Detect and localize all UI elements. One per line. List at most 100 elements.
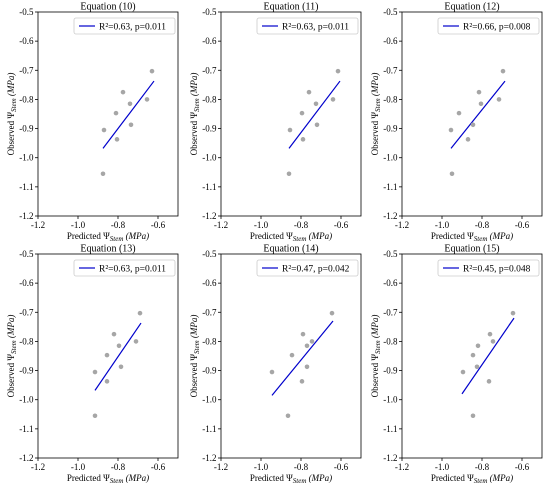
y-axis-label-subscript: Stem — [10, 340, 18, 354]
data-point — [285, 413, 291, 419]
data-point — [300, 137, 306, 142]
data-point — [116, 343, 122, 349]
y-axis-label-prefix: Observed Ψ — [370, 112, 380, 156]
plot-frame — [220, 11, 362, 217]
data-point — [92, 413, 98, 419]
data-point — [496, 97, 502, 102]
legend-label: R²=0.66, p=0.008 — [463, 22, 531, 32]
x-axis-label-prefix: Predicted Ψ — [250, 473, 293, 483]
x-tick-label: -0.8 — [111, 462, 126, 472]
data-point — [500, 68, 506, 74]
data-point — [474, 364, 480, 370]
y-tick-label: -1.2 — [383, 453, 397, 463]
y-axis-label-unit: (MPa) — [6, 315, 16, 341]
data-point — [269, 369, 275, 375]
data-point — [127, 101, 133, 107]
x-tick-label: -0.6 — [334, 462, 349, 472]
data-point — [144, 97, 150, 102]
x-axis-label-unit: (MPa) — [306, 231, 332, 241]
regression-line — [102, 80, 155, 149]
y-axis-label-unit: (MPa) — [189, 73, 199, 99]
x-axis-label-prefix: Predicted Ψ — [250, 231, 293, 241]
data-point — [289, 352, 295, 358]
data-point — [475, 343, 481, 349]
legend-label: R²=0.63, p=0.011 — [99, 22, 166, 32]
y-tick-label: -0.7 — [19, 65, 34, 75]
x-axis-label-subscript: Stem — [110, 235, 124, 243]
data-point — [111, 331, 117, 337]
x-tick-label: -0.6 — [334, 220, 349, 230]
x-axis-label-unit: (MPa) — [306, 473, 332, 483]
x-axis-label-subscript: Stem — [474, 477, 488, 485]
y-tick-label: -0.8 — [202, 94, 217, 104]
chart-panel-1: Equation (10) -1.2 -1.0 -0.8 -0.6 -1.2 -1.1 -1.… — [6, 2, 179, 243]
y-tick-label: -1.2 — [19, 453, 33, 463]
x-tick-label: -0.6 — [515, 220, 530, 230]
x-axis-label: Predicted ΨStem (MPa) — [250, 231, 332, 243]
data-point — [287, 127, 293, 133]
y-axis-label-prefix: Observed Ψ — [189, 112, 199, 156]
y-tick-label: -1.0 — [383, 153, 398, 163]
y-tick-label: -1.1 — [19, 182, 33, 192]
data-point — [460, 369, 466, 375]
x-tick-label: -0.8 — [475, 220, 490, 230]
y-tick-label: -0.7 — [383, 65, 398, 75]
y-tick-label: -1.1 — [383, 182, 397, 192]
data-point — [330, 97, 336, 102]
chart-title: Equation (11) — [264, 2, 319, 13]
x-tick-label: -0.8 — [111, 220, 126, 230]
y-axis-label-subscript: Stem — [10, 98, 18, 112]
x-axis-label: Predicted ΨStem (MPa) — [250, 473, 332, 485]
y-tick-label: -0.8 — [202, 336, 217, 346]
data-point — [304, 343, 310, 349]
y-tick-label: -0.5 — [19, 249, 34, 259]
chart-title: Equation (10) — [80, 2, 135, 13]
y-tick-label: -0.9 — [202, 124, 217, 134]
data-point — [314, 122, 320, 128]
data-point — [470, 122, 476, 128]
y-tick-label: -0.7 — [202, 65, 217, 75]
x-tick-label: -1.0 — [71, 220, 86, 230]
data-point — [120, 89, 126, 95]
data-point — [306, 89, 312, 95]
legend-label: R²=0.63, p=0.011 — [99, 264, 166, 274]
y-tick-label: -0.6 — [383, 278, 398, 288]
y-tick-label: -1.0 — [383, 395, 398, 405]
data-point — [100, 171, 106, 177]
chart-title: Equation (12) — [444, 2, 499, 13]
chart-panel-5: Equation (14) -1.2 -1.0 -0.8 -0.6 -1.2 -1.1 -1.… — [189, 244, 362, 485]
legend-label: R²=0.63, p=0.011 — [282, 22, 349, 32]
x-tick-label: -1.0 — [254, 462, 269, 472]
x-tick-label: -1.0 — [435, 220, 450, 230]
x-tick-label: -1.2 — [214, 220, 228, 230]
chart-title: Equation (13) — [80, 244, 135, 255]
data-point — [304, 364, 310, 370]
y-tick-label: -1.1 — [19, 424, 33, 434]
x-axis-label-subscript: Stem — [474, 235, 488, 243]
y-tick-label: -0.6 — [383, 36, 398, 46]
chart-title: Equation (15) — [444, 244, 499, 255]
x-axis-label: Predicted ΨStem (MPa) — [67, 473, 149, 485]
data-point — [114, 137, 120, 142]
y-tick-label: -1.1 — [202, 424, 216, 434]
data-point — [456, 110, 462, 116]
data-point — [149, 68, 155, 74]
legend-box — [256, 17, 359, 35]
plot-frame — [401, 11, 543, 217]
y-tick-label: -0.5 — [383, 249, 398, 259]
regression-line — [288, 80, 341, 149]
plot-frame — [37, 253, 179, 459]
y-tick-label: -0.8 — [383, 336, 398, 346]
x-tick-label: -0.6 — [151, 462, 166, 472]
x-axis-label-unit: (MPa) — [123, 473, 149, 483]
y-axis-label-prefix: Observed Ψ — [6, 112, 16, 156]
y-tick-label: -0.9 — [202, 366, 217, 376]
y-tick-label: -0.5 — [202, 7, 217, 17]
legend-box — [437, 17, 540, 35]
chart-title: Equation (14) — [263, 244, 318, 255]
y-axis-label-subscript: Stem — [193, 98, 201, 112]
y-axis-label-subscript: Stem — [374, 340, 382, 354]
x-tick-label: -1.2 — [214, 462, 228, 472]
y-tick-label: -0.6 — [19, 278, 34, 288]
